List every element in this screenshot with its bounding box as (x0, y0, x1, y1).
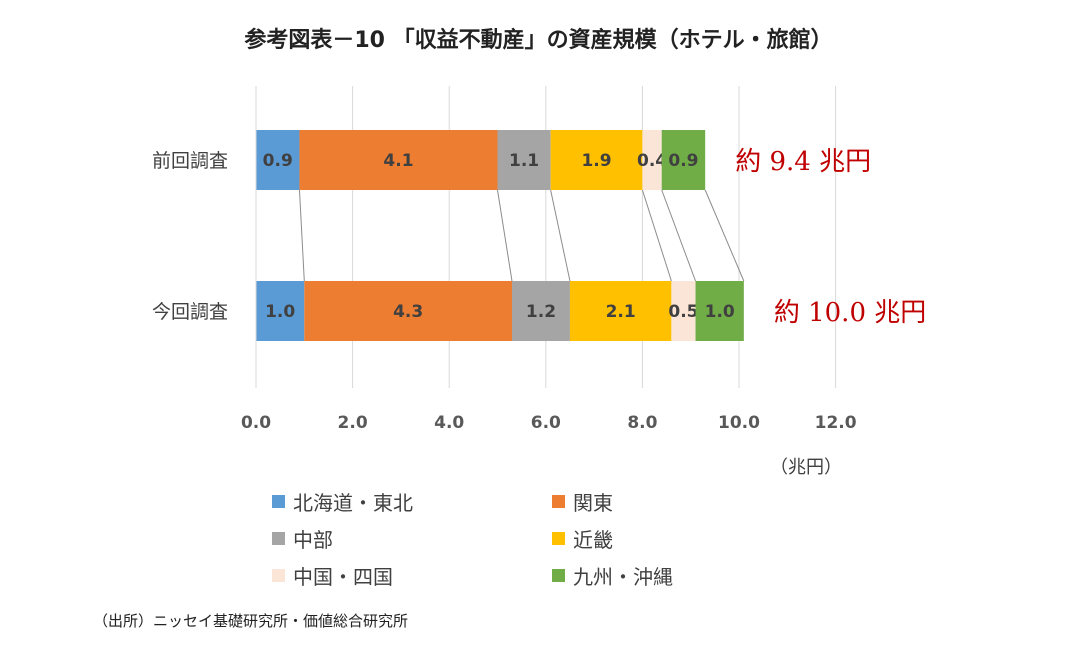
x-tick-label: 10.0 (718, 413, 760, 433)
total-label: 約 10.0 兆円 (774, 298, 926, 328)
bar-segment (497, 130, 551, 190)
category-label: 今回調査 (152, 301, 228, 323)
data-label: 1.0 (705, 302, 735, 322)
bar-segment (511, 281, 570, 341)
x-tick-label: 4.0 (434, 413, 464, 433)
legend-swatch (552, 569, 565, 582)
data-label: 2.1 (606, 302, 636, 322)
bar-segment (661, 130, 706, 190)
bar-segment (256, 130, 300, 190)
x-tick-label: 8.0 (627, 413, 657, 433)
series-connector-line (497, 189, 513, 282)
data-label: 0.5 (668, 302, 698, 322)
chart-title: 参考図表－10 「収益不動産」の資産規模（ホテル・旅館） (244, 28, 833, 53)
category-label: 前回調査 (152, 150, 228, 172)
total-label: 約 9.4 兆円 (735, 147, 871, 177)
legend-swatch (272, 532, 285, 545)
legend-swatch (552, 532, 565, 545)
data-label: 0.9 (263, 151, 293, 171)
legend-swatch (272, 495, 285, 508)
bar-segment (550, 130, 643, 190)
legend-item-kinki: 近畿 (552, 524, 613, 553)
legend-swatch (552, 495, 565, 508)
legend-swatch (272, 569, 285, 582)
x-tick-label: 12.0 (815, 413, 857, 433)
data-label: 0.4 (637, 151, 667, 171)
source-note: （出所）ニッセイ基礎研究所・価値総合研究所 (93, 612, 409, 630)
x-tick-label: 0.0 (241, 413, 271, 433)
bar-segment (299, 130, 498, 190)
legend-label: 九州・沖縄 (573, 565, 673, 589)
legend-label: 中部 (293, 528, 333, 552)
series-connector-line (641, 189, 672, 282)
bar-segment (256, 281, 305, 341)
legend-label: 近畿 (573, 528, 613, 552)
x-tick-label: 6.0 (531, 413, 561, 433)
data-label: 4.1 (383, 151, 413, 171)
bar-segment (671, 281, 696, 341)
series-connector-line (661, 189, 696, 282)
legend-item-chubu: 中部 (272, 524, 333, 553)
series-connector-line (298, 189, 305, 282)
legend-item-kanto: 関東 (552, 487, 613, 516)
bar-segment (304, 281, 512, 341)
legend-item-kyushu-okinawa: 九州・沖縄 (552, 561, 673, 590)
x-tick-label: 2.0 (338, 413, 368, 433)
x-axis-unit: （兆円） (770, 457, 842, 478)
legend-label: 関東 (573, 491, 613, 515)
series-connector-line (550, 189, 571, 282)
data-label: 1.0 (265, 302, 295, 322)
legend-label: 中国・四国 (293, 565, 393, 589)
legend-label: 北海道・東北 (293, 491, 413, 515)
data-label: 1.2 (526, 302, 556, 322)
legend-item-chugoku-shikoku: 中国・四国 (272, 561, 393, 590)
data-label: 1.1 (509, 151, 539, 171)
bar-segment (569, 281, 672, 341)
bar-segment (642, 130, 662, 190)
series-connector-line (704, 189, 745, 282)
data-label: 4.3 (393, 302, 423, 322)
legend-item-hokkaido-tohoku: 北海道・東北 (272, 487, 413, 516)
bar-segment (695, 281, 744, 341)
data-label: 0.9 (668, 151, 698, 171)
data-label: 1.9 (581, 151, 611, 171)
